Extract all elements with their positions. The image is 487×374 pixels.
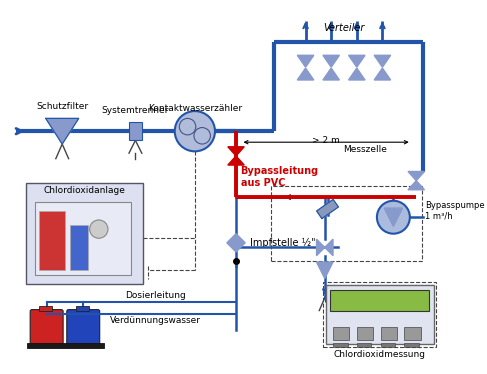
Polygon shape — [46, 119, 79, 144]
Polygon shape — [323, 68, 339, 80]
Polygon shape — [228, 156, 244, 165]
Bar — [380, 327, 397, 340]
Bar — [27, 343, 104, 348]
Polygon shape — [384, 208, 403, 226]
Circle shape — [377, 201, 410, 234]
Bar — [76, 306, 89, 312]
Text: Verteiler: Verteiler — [323, 23, 365, 33]
Text: Messzelle: Messzelle — [343, 145, 387, 154]
Text: Kontaktwasserzähler: Kontaktwasserzähler — [148, 104, 242, 113]
Circle shape — [90, 220, 108, 238]
Polygon shape — [317, 199, 338, 218]
Bar — [70, 224, 88, 270]
Text: Chlordioxidmessung: Chlordioxidmessung — [334, 350, 426, 359]
Text: Impfstelle ½": Impfstelle ½" — [250, 238, 316, 248]
Bar — [380, 343, 395, 347]
Text: Dosierleitung: Dosierleitung — [125, 291, 186, 300]
Bar — [326, 285, 433, 344]
Polygon shape — [298, 68, 314, 80]
Polygon shape — [317, 239, 325, 256]
FancyBboxPatch shape — [26, 183, 143, 284]
Bar — [404, 343, 419, 347]
Text: Chlordioxidanlage: Chlordioxidanlage — [43, 186, 125, 195]
Circle shape — [175, 111, 215, 151]
Bar — [39, 306, 52, 312]
Polygon shape — [374, 55, 391, 67]
Bar — [404, 327, 421, 340]
Polygon shape — [325, 239, 333, 256]
Polygon shape — [298, 55, 314, 67]
Text: Probenahme: Probenahme — [330, 285, 384, 294]
Polygon shape — [349, 68, 365, 80]
Polygon shape — [227, 234, 245, 252]
Text: Schutzfilter: Schutzfilter — [36, 102, 88, 111]
Bar — [129, 122, 142, 140]
Polygon shape — [323, 55, 339, 67]
Text: > 2 m: > 2 m — [312, 136, 340, 145]
FancyBboxPatch shape — [67, 310, 100, 346]
Polygon shape — [349, 55, 365, 67]
Bar — [357, 327, 373, 340]
Bar — [35, 202, 131, 275]
Polygon shape — [408, 171, 425, 181]
Bar — [330, 290, 429, 310]
Bar — [357, 343, 372, 347]
Polygon shape — [317, 262, 333, 279]
Text: Systemtrenner: Systemtrenner — [102, 105, 169, 114]
Text: Bypasspumpe
1 m³/h: Bypasspumpe 1 m³/h — [426, 201, 485, 221]
Bar — [333, 343, 348, 347]
Text: Bypassleitung
aus PVC: Bypassleitung aus PVC — [241, 166, 318, 188]
Bar — [333, 327, 350, 340]
Polygon shape — [228, 147, 244, 156]
Text: Verdünnungswasser: Verdünnungswasser — [110, 316, 201, 325]
Bar — [39, 211, 65, 270]
Polygon shape — [374, 68, 391, 80]
Polygon shape — [408, 181, 425, 190]
FancyBboxPatch shape — [30, 310, 63, 346]
